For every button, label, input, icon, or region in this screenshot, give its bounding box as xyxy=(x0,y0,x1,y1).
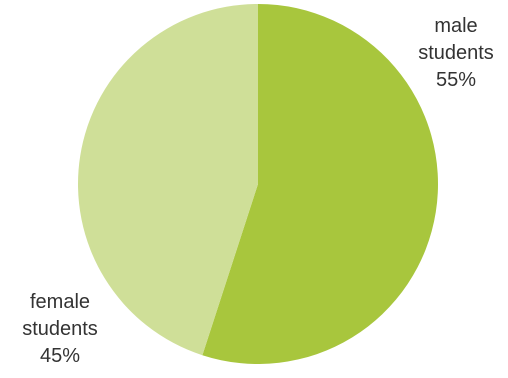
slice-label-line: male xyxy=(434,15,477,37)
slice-label-line: 55% xyxy=(436,69,476,91)
slice-label-line: female xyxy=(30,291,90,313)
pie-slice-female-students xyxy=(77,4,258,356)
slice-label-line: students xyxy=(22,318,98,340)
slice-label-line: students xyxy=(418,42,494,64)
slice-label-line: 45% xyxy=(40,345,80,367)
slice-label-male-students: male students 55% xyxy=(418,15,494,91)
slice-label-female-students: female students 45% xyxy=(22,291,98,367)
pie-slice-male-students xyxy=(202,4,438,364)
